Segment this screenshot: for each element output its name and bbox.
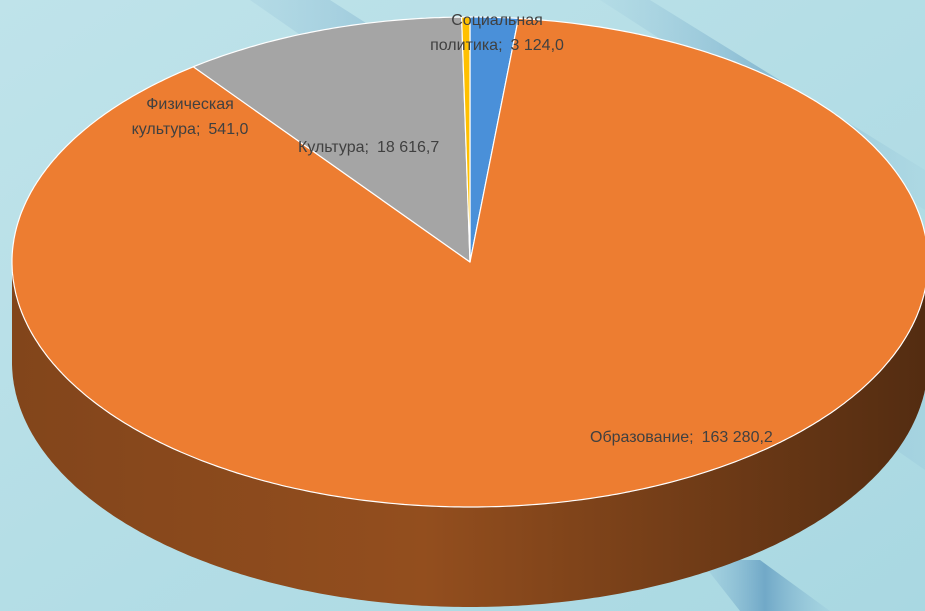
data-label: Образование; 163 280,2 xyxy=(590,425,773,450)
pie xyxy=(11,16,925,607)
label-value: 163 280,2 xyxy=(701,429,773,446)
label-separator: ; xyxy=(689,429,694,446)
label-value: 3 124,0 xyxy=(510,37,564,54)
label-category: Образование xyxy=(590,429,690,446)
data-label: Культура; 18 616,7 xyxy=(298,135,439,160)
pie-slice xyxy=(192,16,471,263)
label-value: 18 616,7 xyxy=(376,139,440,156)
data-label: Социальная политика; 3 124,0 xyxy=(422,8,572,58)
label-separator: ; xyxy=(195,121,201,138)
data-label: Физическая культура; 541,0 xyxy=(115,92,265,142)
pie-slice xyxy=(461,16,471,263)
background-stripe xyxy=(700,560,830,611)
label-value: 541,0 xyxy=(208,121,249,138)
pie-side xyxy=(12,262,925,607)
label-separator: ; xyxy=(498,37,503,54)
label-separator: ; xyxy=(364,139,369,156)
label-category: Социальная политика xyxy=(430,12,543,54)
label-category: Культура xyxy=(298,139,365,156)
label-category: Физическая культура xyxy=(131,96,234,138)
pie-slice xyxy=(11,17,925,508)
